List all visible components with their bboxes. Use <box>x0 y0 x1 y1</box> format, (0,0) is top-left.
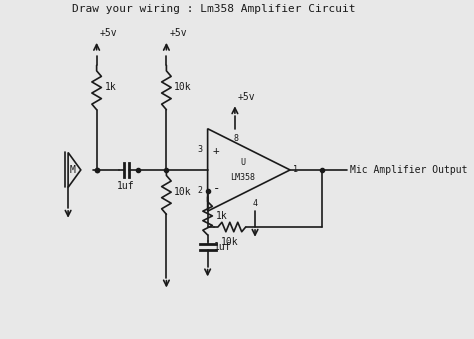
Text: -: - <box>212 182 220 195</box>
Text: +5v: +5v <box>170 28 187 38</box>
Text: +: + <box>212 146 219 156</box>
Text: 1k: 1k <box>216 211 228 221</box>
Text: U: U <box>240 158 245 167</box>
Text: +5v: +5v <box>238 92 255 102</box>
Title: Draw your wiring : Lm358 Amplifier Circuit: Draw your wiring : Lm358 Amplifier Circu… <box>72 4 356 14</box>
Text: 4: 4 <box>253 199 257 208</box>
Text: 10k: 10k <box>174 187 192 197</box>
Text: 10k: 10k <box>221 237 238 246</box>
Text: 10k: 10k <box>174 82 192 93</box>
Text: M: M <box>70 165 75 175</box>
Text: 1: 1 <box>293 165 298 175</box>
Text: Mic Amplifier Output: Mic Amplifier Output <box>350 165 468 175</box>
Text: 1uf: 1uf <box>214 242 232 252</box>
Text: +5v: +5v <box>100 28 118 38</box>
Text: 1uf: 1uf <box>117 181 135 191</box>
Text: 2: 2 <box>198 186 203 195</box>
Text: 8: 8 <box>234 134 239 143</box>
Text: LM358: LM358 <box>230 173 255 182</box>
Text: 1k: 1k <box>105 82 116 93</box>
Text: 3: 3 <box>198 145 203 154</box>
